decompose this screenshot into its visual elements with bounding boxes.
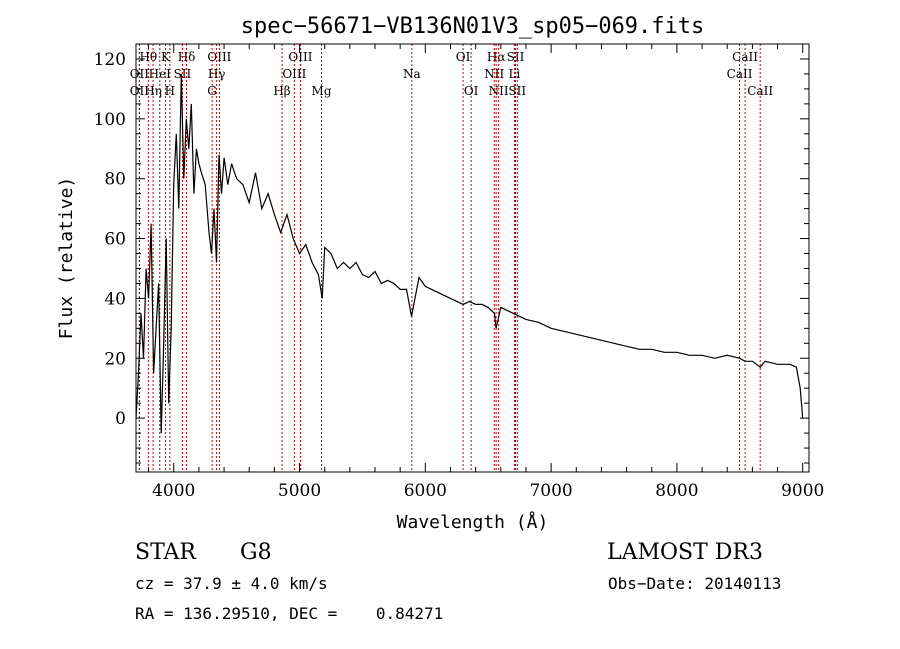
x-tick-label: 7000 (529, 481, 572, 501)
y-tick-label: 20 (104, 349, 126, 369)
survey-name: LAMOST DR3 (607, 540, 763, 565)
x-tick-label: 4000 (152, 481, 195, 501)
x-tick-label: 9000 (781, 481, 824, 501)
plot-frame (135, 43, 810, 473)
spectral-line-label: SII (507, 50, 525, 64)
spectral-line-label: Hα (487, 50, 506, 64)
x-axis-label: Wavelength (Å) (397, 511, 549, 533)
spectral-line-label: HeI (149, 67, 172, 81)
spectral-line-label: Hγ (208, 67, 226, 81)
spectral-line-label: OII (130, 84, 150, 98)
spectral-line-label: NII (484, 67, 504, 81)
spectral-line-label: Mg (312, 84, 332, 98)
spectral-line-label: CaII (747, 84, 773, 98)
y-tick-label: 0 (115, 409, 126, 429)
spectral-line-label: SII (174, 67, 192, 81)
spectral-line-label: H (165, 84, 175, 98)
spectral-line-label: OIII (288, 50, 312, 64)
spectral-line-label: OIII (282, 67, 306, 81)
chart-title: spec−56671−VB136N01V3_sp05−069.fits (241, 14, 705, 39)
object-class: STAR (135, 540, 196, 565)
spectral-line-label: Hθ (139, 50, 157, 64)
spectral-line-label: Na (403, 67, 421, 81)
x-tick-label: 6000 (404, 481, 447, 501)
spectral-line-label: CaII (732, 50, 758, 64)
spectral-line-label: Hη (144, 84, 162, 98)
spectral-line-label: SII (508, 84, 526, 98)
y-tick-label: 60 (104, 230, 126, 250)
spectral-line-label: G (207, 84, 217, 98)
object-subclass: G8 (240, 540, 272, 565)
y-tick-label: 40 (104, 289, 126, 309)
spectral-line-label: CaII (727, 67, 753, 81)
y-tick-label: 100 (94, 110, 126, 130)
spectral-line-label: Hδ (178, 50, 196, 64)
spectral-line-label: Hβ (273, 84, 290, 98)
spectral-line-label: OI (464, 84, 479, 98)
spectral-line-label: OI (456, 50, 471, 64)
observation-date: Obs−Date: 20140113 (608, 574, 782, 593)
x-tick-label: 8000 (655, 481, 698, 501)
y-axis-label: Flux (relative) (56, 177, 77, 340)
spectral-line-label: Li (508, 67, 520, 81)
y-tick-label: 80 (104, 170, 126, 190)
y-tick-label: 120 (94, 50, 126, 70)
coordinates-line: RA = 136.29510, DEC = 0.84271 (135, 604, 444, 623)
spectrum-line (135, 73, 804, 434)
redshift-line: cz = 37.9 ± 4.0 km/s (135, 574, 328, 593)
x-tick-label: 5000 (278, 481, 321, 501)
spectral-line-label: NII (489, 84, 509, 98)
spectral-line-label: OIII (207, 50, 231, 64)
spectral-line-label: K (161, 50, 171, 64)
